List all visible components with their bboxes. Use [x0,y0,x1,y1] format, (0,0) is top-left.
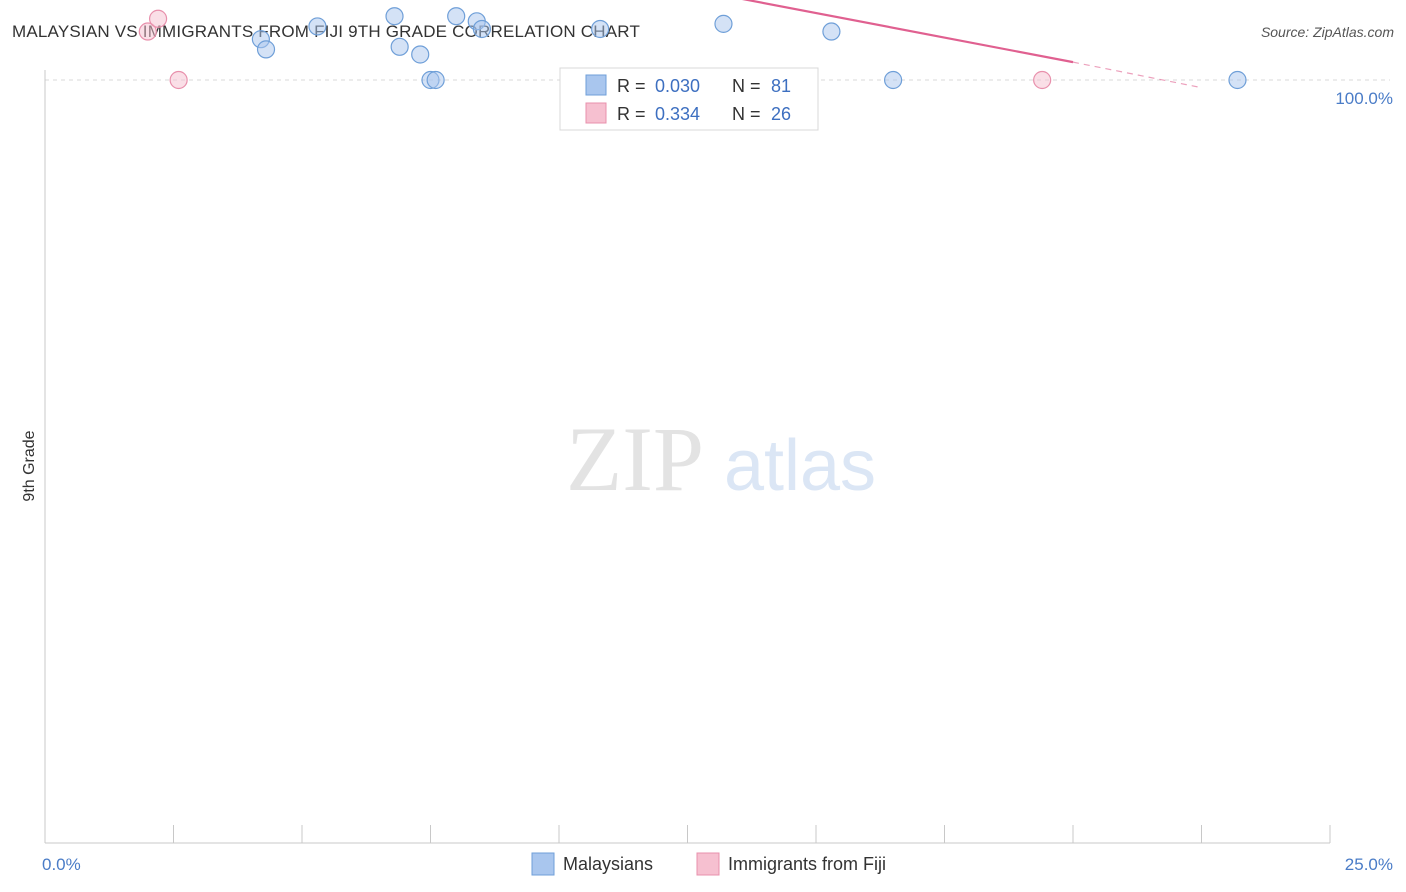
point-malaysians-49 [411,45,430,64]
trend-line-dashed-fiji [1072,61,1202,89]
point-malaysians-74 [883,70,903,90]
legend-n-value-2: 26 [771,104,791,124]
point-malaysians-69 [714,14,733,33]
legend-r-value-2: 0.334 [655,104,700,124]
y-axis-title: 9th Grade [21,430,38,501]
y-tick-label-0: 100.0% [1335,89,1393,108]
point-fiji-17 [138,22,157,41]
point-malaysians-39 [308,17,327,36]
point-malaysians-65 [591,19,610,39]
bottom-legend-swatch-malaysians [531,852,555,876]
x-tick-labels: 0.0% 25.0% [42,855,1393,874]
bottom-legend-swatch-fiji [696,852,720,876]
bottom-legend-label-malaysians: Malaysians [563,854,653,874]
trend-lines [741,0,1202,89]
watermark: ZIP atlas [566,408,876,510]
point-malaysians-51 [426,70,445,90]
point-malaysians-57 [472,19,491,39]
point-fiji-23 [1033,70,1052,90]
x-tick-label-0: 0.0% [42,855,81,874]
point-fiji-18 [148,9,168,28]
legend-box: R = 0.030 N = 81 R = 0.334 N = 26 [559,67,819,131]
point-fiji-21 [169,70,188,90]
trend-line-fiji [741,0,1074,64]
chart-source: Source: ZipAtlas.com [1260,24,1394,40]
point-malaysians-48 [390,37,409,56]
legend-swatch-malaysians [585,74,607,96]
point-malaysians-33 [256,40,276,59]
legend-n-label-1: N = [732,76,761,96]
point-malaysians-54 [447,7,466,26]
point-malaysians-77 [1228,70,1247,90]
bottom-legend: Malaysians Immigrants from Fiji [531,852,886,876]
legend-r-label-1: R = [617,76,646,96]
legend-n-value-1: 81 [771,76,791,96]
legend-r-value-1: 0.030 [655,76,700,96]
axis-ticks [173,825,1331,843]
legend-swatch-fiji [585,102,607,124]
point-malaysians-73 [822,22,841,41]
bottom-legend-label-fiji: Immigrants from Fiji [728,854,886,874]
legend-r-label-2: R = [617,104,646,124]
watermark-zip: ZIP [566,408,704,510]
legend-n-label-2: N = [732,104,761,124]
watermark-atlas: atlas [724,426,876,506]
x-tick-label-1: 25.0% [1345,855,1393,874]
y-tick-labels: 100.0%92.5%85.0%77.5% [1335,89,1393,108]
point-malaysians-47 [385,7,404,26]
